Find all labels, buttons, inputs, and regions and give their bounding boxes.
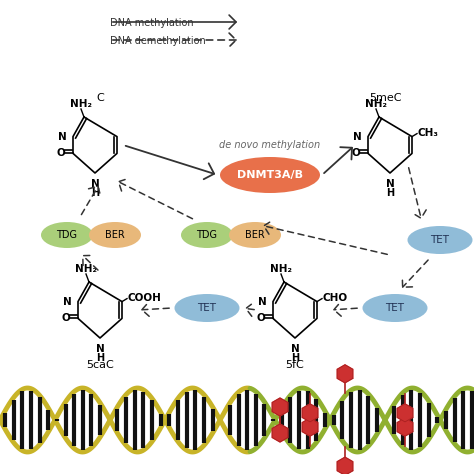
Polygon shape [397,404,413,422]
Text: TET: TET [198,303,217,313]
Ellipse shape [181,222,233,248]
Polygon shape [337,365,353,383]
Text: NH₂: NH₂ [365,99,387,109]
Ellipse shape [408,226,473,254]
Text: N: N [91,179,100,189]
Text: NH₂: NH₂ [270,264,292,274]
Text: BER: BER [105,230,125,240]
Text: N: N [63,297,72,307]
Polygon shape [272,398,288,416]
Text: N: N [386,179,394,189]
Text: H: H [386,188,394,198]
Polygon shape [272,424,288,442]
Text: C: C [96,93,104,103]
Text: DNMT3A/B: DNMT3A/B [237,170,303,180]
Polygon shape [397,418,413,436]
Ellipse shape [229,222,281,248]
Text: BER: BER [245,230,265,240]
Text: O: O [61,313,70,323]
Polygon shape [337,457,353,474]
Polygon shape [302,404,318,422]
Text: DNA demethylation: DNA demethylation [110,36,206,46]
Text: H: H [91,188,99,198]
Text: O: O [56,148,65,158]
Text: N: N [353,132,362,142]
Text: TET: TET [430,235,449,245]
Text: H: H [291,353,299,363]
Text: CHO: CHO [323,292,348,302]
Text: O: O [256,313,265,323]
Text: de novo methylation: de novo methylation [219,140,320,150]
Text: 5caC: 5caC [86,360,114,370]
Text: CH₃: CH₃ [418,128,439,137]
Text: N: N [291,344,300,354]
Ellipse shape [174,294,239,322]
Text: N: N [58,132,67,142]
Text: DNA methylation: DNA methylation [110,18,193,28]
Text: COOH: COOH [128,292,162,302]
Text: TDG: TDG [197,230,218,240]
Text: N: N [96,344,104,354]
Text: TET: TET [385,303,404,313]
Ellipse shape [363,294,428,322]
Polygon shape [302,418,318,436]
Ellipse shape [89,222,141,248]
Text: H: H [96,353,104,363]
Text: N: N [258,297,267,307]
Text: 5meC: 5meC [369,93,401,103]
Ellipse shape [220,157,320,193]
Text: 5fC: 5fC [286,360,304,370]
Text: TDG: TDG [56,230,78,240]
Text: O: O [351,148,360,158]
Text: NH₂: NH₂ [75,264,97,274]
Ellipse shape [41,222,93,248]
Text: NH₂: NH₂ [70,99,92,109]
